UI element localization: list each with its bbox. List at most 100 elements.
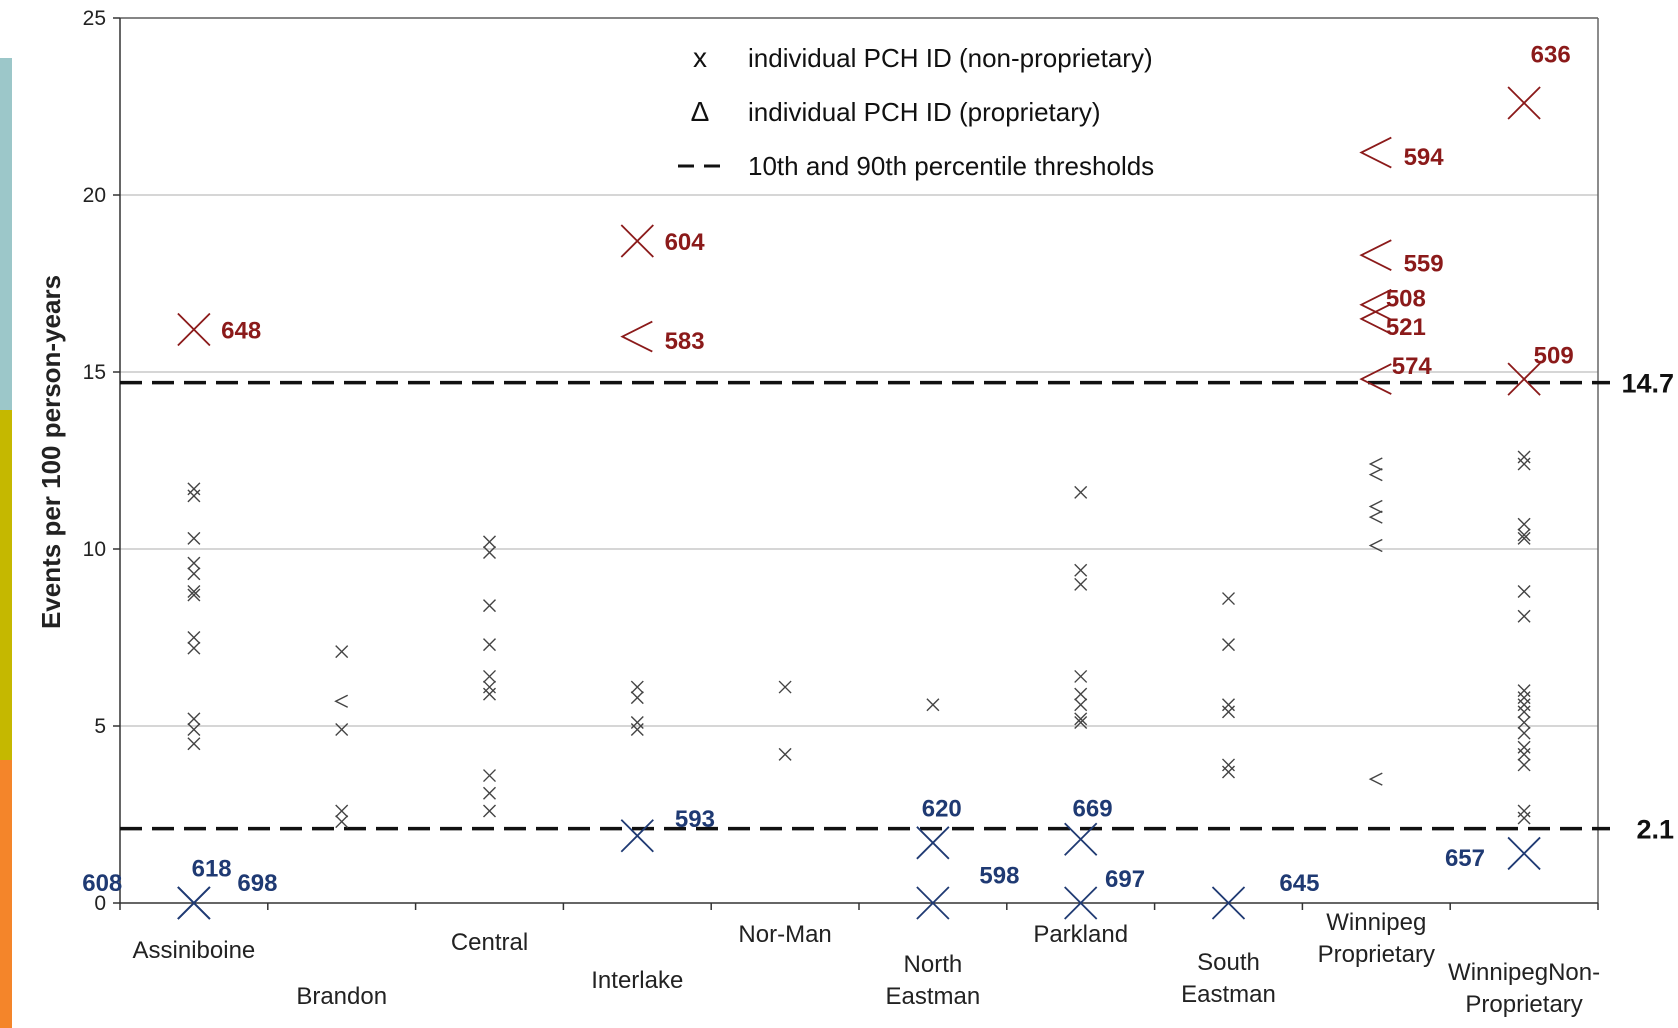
category-label: Parkland <box>1033 921 1128 948</box>
outlier-label: 620 <box>922 795 962 822</box>
category-label: Eastman <box>1181 981 1276 1008</box>
data-point-nonproprietary <box>1517 758 1531 772</box>
data-point-nonproprietary <box>187 737 201 751</box>
outlier-label: 509 <box>1534 342 1574 369</box>
data-point-nonproprietary <box>1074 712 1088 726</box>
outlier-point-nonproprietary <box>916 826 950 860</box>
category-label: North <box>904 951 963 978</box>
outlier-label: 618 <box>192 856 232 883</box>
outlier-point-proprietary <box>1359 288 1392 321</box>
data-point-nonproprietary <box>483 546 496 560</box>
data-point-nonproprietary <box>187 482 201 496</box>
legend-label-nonproprietary: individual PCH ID (non-proprietary) <box>748 43 1153 73</box>
data-point-nonproprietary <box>187 567 201 581</box>
data-point-nonproprietary <box>335 645 349 659</box>
data-point-nonproprietary <box>1517 609 1531 623</box>
threshold-label: 2.1 <box>1636 815 1674 845</box>
y-tick-label: 10 <box>83 538 106 561</box>
data-point-nonproprietary <box>1517 450 1531 464</box>
data-point-proprietary <box>1368 538 1383 553</box>
data-point-nonproprietary <box>778 747 792 761</box>
category-label: Proprietary <box>1318 941 1435 968</box>
legend: x individual PCH ID (non-proprietary) Δ … <box>678 42 1154 181</box>
outlier-point-nonproprietary <box>1211 886 1246 920</box>
data-point-nonproprietary <box>1517 584 1531 598</box>
outlier-point-proprietary <box>1359 303 1392 335</box>
data-point-proprietary <box>1368 772 1383 786</box>
y-tick-label: 5 <box>94 715 106 738</box>
data-point-nonproprietary <box>1517 531 1531 545</box>
outlier-label: 593 <box>675 806 715 833</box>
data-point-nonproprietary <box>1074 669 1088 683</box>
data-point-nonproprietary <box>1517 715 1531 729</box>
data-point-nonproprietary <box>1517 684 1531 698</box>
data-point-nonproprietary <box>630 691 644 705</box>
data-point-nonproprietary <box>483 786 496 800</box>
outlier-label: 697 <box>1105 866 1145 893</box>
outlier-label: 648 <box>221 318 261 345</box>
category-label: WinnipegNon- <box>1448 959 1600 986</box>
outlier-point-proprietary <box>1359 136 1392 169</box>
data-point-nonproprietary <box>335 815 349 829</box>
data-point-nonproprietary <box>1517 747 1531 761</box>
data-point-nonproprietary <box>187 588 201 602</box>
outlier-label: 608 <box>82 870 122 897</box>
data-point-nonproprietary <box>1517 698 1531 712</box>
data-point-nonproprietary <box>483 680 496 694</box>
color-band-top <box>0 58 12 410</box>
outlier-label: 559 <box>1404 250 1444 277</box>
outlier-point-nonproprietary <box>1507 86 1541 120</box>
data-point-nonproprietary <box>1517 691 1531 705</box>
outlier-label: 698 <box>237 870 277 897</box>
data-point-nonproprietary <box>483 599 496 613</box>
color-band-middle <box>0 410 12 760</box>
data-point-nonproprietary <box>1074 715 1088 729</box>
data-point-nonproprietary <box>1074 687 1088 701</box>
data-point-nonproprietary <box>1517 705 1531 719</box>
outlier-point-nonproprietary <box>1064 886 1098 920</box>
data-point-nonproprietary <box>1517 457 1531 471</box>
category-label: Brandon <box>296 983 387 1010</box>
data-point-nonproprietary <box>1074 485 1088 499</box>
data-point-nonproprietary <box>483 804 496 818</box>
data-point-nonproprietary <box>1517 726 1531 740</box>
outlier-point-proprietary <box>620 320 653 353</box>
legend-symbol-x: x <box>693 42 707 73</box>
data-point-nonproprietary <box>1517 804 1531 818</box>
y-tick-label: 20 <box>83 184 106 207</box>
category-label: Proprietary <box>1465 991 1582 1018</box>
outlier-label: 636 <box>1531 41 1571 68</box>
outlier-label: 574 <box>1392 353 1433 380</box>
data-points <box>187 450 1531 829</box>
legend-symbol-delta: Δ <box>691 96 710 127</box>
data-point-nonproprietary <box>187 556 201 570</box>
data-point-proprietary <box>1368 510 1383 524</box>
data-point-nonproprietary <box>1222 638 1235 652</box>
y-tick-label: 0 <box>94 892 106 915</box>
data-point-nonproprietary <box>1517 528 1531 542</box>
data-point-nonproprietary <box>483 687 496 701</box>
data-point-nonproprietary <box>483 669 496 683</box>
outlier-point-proprietary <box>1359 363 1392 395</box>
data-point-nonproprietary <box>1222 592 1235 606</box>
axes: 0 5 10 15 20 25 <box>83 7 1599 915</box>
data-point-nonproprietary <box>483 535 496 549</box>
data-point-nonproprietary <box>1074 577 1088 591</box>
data-point-nonproprietary <box>187 641 201 655</box>
outlier-label: 645 <box>1279 870 1319 897</box>
data-point-nonproprietary <box>926 698 940 712</box>
data-point-proprietary <box>1368 468 1383 482</box>
category-label: Eastman <box>886 983 981 1010</box>
outlier-point-nonproprietary <box>916 886 950 920</box>
outlier-point-nonproprietary <box>177 886 211 920</box>
outlier-point-nonproprietary <box>177 312 211 347</box>
data-point-nonproprietary <box>187 712 201 726</box>
color-band-bottom <box>0 760 12 1028</box>
data-point-nonproprietary <box>1222 758 1235 772</box>
outlier-point-nonproprietary <box>1064 822 1098 856</box>
outlier-label: 521 <box>1386 314 1426 341</box>
outlier-point-nonproprietary <box>1507 362 1541 396</box>
data-point-nonproprietary <box>187 531 201 545</box>
y-tick-label: 25 <box>83 7 106 30</box>
